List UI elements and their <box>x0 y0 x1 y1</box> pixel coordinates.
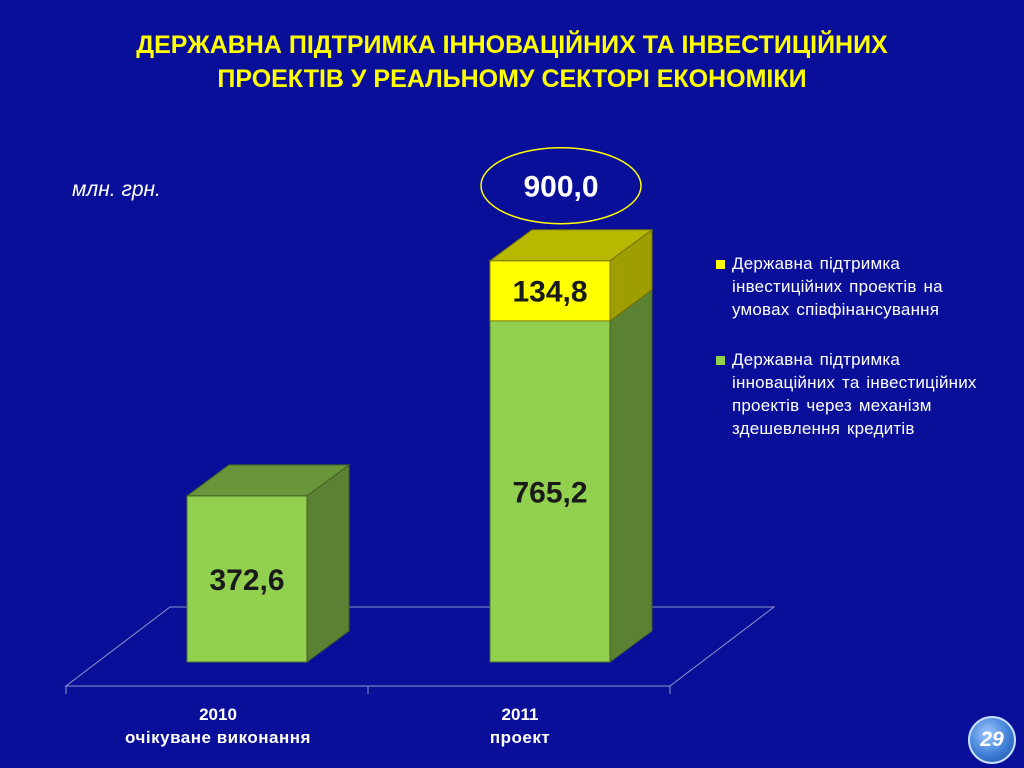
data-label-credit-2011: 765,2 <box>512 476 587 509</box>
x-tick-label-status-2010: очікуване виконання <box>125 728 311 747</box>
legend-label-credit: Державна підтримка інноваційних та інвес… <box>732 350 977 438</box>
title-line-1: ДЕРЖАВНА ПІДТРИМКА ІННОВАЦІЙНИХ ТА ІНВЕС… <box>136 31 888 59</box>
x-tick-label-status-2011: проект <box>490 728 550 747</box>
bar-cofinancing-2011 <box>489 260 611 322</box>
title-line-2: ПРОЕКТІВ У РЕАЛЬНОМУ СЕКТОРІ ЕКОНОМІКИ <box>217 65 807 93</box>
bar-credit-2010 <box>186 495 308 663</box>
unit-label: млн. грн. <box>72 178 161 201</box>
bar-side-credit-2011 <box>609 288 653 663</box>
bar-top-cofinancing-2011 <box>488 229 654 262</box>
data-label-credit-2010: 372,6 <box>209 564 284 597</box>
chart-floor <box>64 606 776 687</box>
x-tick-label-year-2010: 2010 <box>199 705 237 724</box>
bar-credit-2011 <box>489 320 611 663</box>
legend-item-cofinancing: Державна підтримка інвестиційних проекті… <box>716 252 1006 321</box>
slide-title: ДЕРЖАВНА ПІДТРИМКА ІННОВАЦІЙНИХ ТА ІНВЕС… <box>40 28 984 96</box>
page-number-badge: 29 <box>968 716 1016 764</box>
legend-item-credit: Державна підтримка інноваційних та інвес… <box>716 348 1006 440</box>
legend: Державна підтримка інвестиційних проекті… <box>716 252 1006 467</box>
legend-swatch-yellow <box>716 260 725 269</box>
legend-swatch-green <box>716 356 725 365</box>
legend-label-cofinancing: Державна підтримка інвестиційних проекті… <box>732 254 943 319</box>
total-label-ellipse <box>480 146 642 225</box>
bar-top-credit-2010 <box>185 464 351 497</box>
data-label-cofinancing-2011: 134,8 <box>512 276 587 309</box>
total-label: 900,0 <box>523 171 598 204</box>
bar-side-credit-2010 <box>306 463 350 663</box>
x-tick-label-year-2011: 2011 <box>502 705 539 724</box>
